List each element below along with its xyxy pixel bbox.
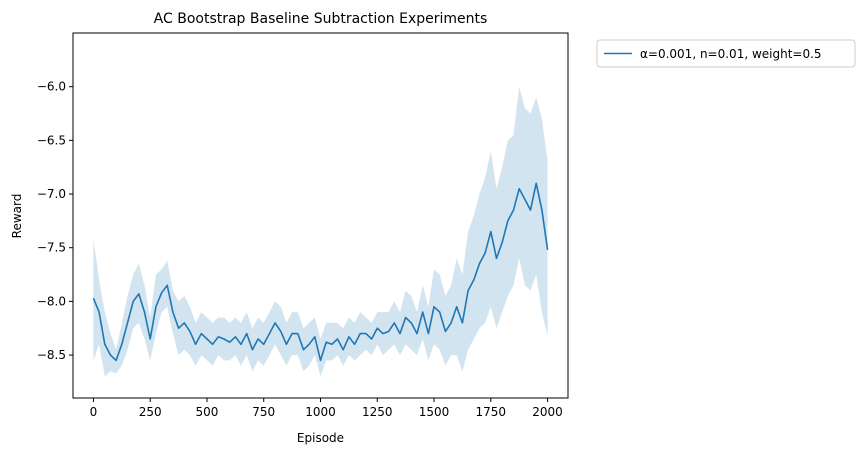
x-axis-label: Episode (297, 431, 344, 445)
x-axis-ticks: 0 250 500 750 1000 1250 1500 1750 2000 (90, 398, 563, 419)
x-tick-label: 2000 (532, 405, 563, 419)
x-tick-label: 250 (139, 405, 162, 419)
x-tick-label: 1250 (362, 405, 393, 419)
y-tick-label: −8.0 (37, 294, 66, 308)
x-tick-label: 500 (196, 405, 219, 419)
confidence-band (93, 86, 548, 377)
y-tick-label: −6.5 (37, 133, 66, 147)
y-tick-label: −7.5 (37, 241, 66, 255)
y-axis-ticks: −8.5 −8.0 −7.5 −7.0 −6.5 −6.0 (37, 80, 73, 362)
series-line-layer (92, 182, 549, 362)
chart-title: AC Bootstrap Baseline Subtraction Experi… (154, 11, 488, 27)
legend: α=0.001, n=0.01, weight=0.5 (596, 39, 856, 68)
confidence-band-layer (93, 86, 548, 377)
y-tick-label: −6.0 (37, 80, 66, 94)
x-tick-label: 750 (252, 405, 275, 419)
x-tick-label: 0 (90, 405, 98, 419)
x-tick-label: 1750 (476, 405, 507, 419)
y-tick-label: −8.5 (37, 348, 66, 362)
series-line (92, 182, 549, 362)
y-tick-label: −7.0 (37, 187, 66, 201)
x-tick-label: 1000 (305, 405, 336, 419)
y-axis-label: Reward (10, 194, 24, 239)
legend-box (596, 39, 856, 68)
x-tick-label: 1500 (419, 405, 450, 419)
legend-entry-label: α=0.001, n=0.01, weight=0.5 (640, 47, 822, 61)
